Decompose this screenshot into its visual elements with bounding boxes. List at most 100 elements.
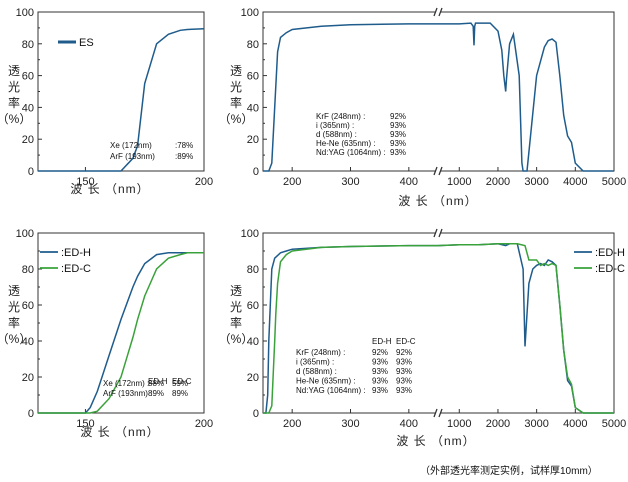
y-axis-label: 光	[230, 300, 242, 314]
legend-label: :ED-C	[61, 263, 91, 275]
y-axis-label: 率	[230, 95, 242, 110]
y-axis-label: 率	[230, 315, 242, 330]
y-axis-label: 光	[8, 80, 20, 94]
y-axis-label: 率	[8, 315, 20, 330]
legend-label: ES	[79, 37, 94, 49]
y-tick-label: 100	[241, 7, 259, 19]
annotation-value: 89%	[172, 389, 188, 398]
annotation-header: ED-C	[396, 337, 416, 346]
annotation-value: 93%	[396, 386, 412, 395]
x-tick-label: 150	[76, 418, 94, 430]
x-tick-label: 300	[341, 176, 359, 188]
x-tick-label: 400	[400, 418, 418, 430]
x-tick-label: 5000	[602, 418, 626, 430]
annotation-value: 93%	[396, 377, 412, 386]
annotation-label: KrF (248nm) :	[296, 348, 345, 357]
axis-break-mark	[433, 7, 438, 17]
x-tick-label: 200	[195, 418, 213, 430]
annotation-label: d (588nm) :	[296, 367, 337, 376]
annotation-value: 93%	[372, 377, 388, 386]
annotation-value: 92%	[390, 112, 406, 121]
axis-break-mark	[433, 408, 438, 418]
annotation-label: ArF (193nm) :	[103, 389, 152, 398]
annotation-label: ArF (193nm)	[110, 152, 155, 161]
y-axis-label: （%）	[0, 332, 31, 346]
x-axis-label: 波 长 （nm）	[396, 434, 475, 448]
x-tick-label: 1000	[447, 176, 471, 188]
y-tick-label: 60	[247, 71, 259, 83]
x-tick-label: 3000	[524, 176, 548, 188]
axis-break-mark	[438, 228, 443, 238]
chart-4: 0 20 40 60 80 100 200 300 400 1000 2000 3000 4000 500…	[219, 228, 627, 448]
y-tick-label: 20	[247, 134, 259, 146]
annotation-label: Nd:YAG (1064nm) :	[316, 148, 386, 157]
y-tick-label: 20	[22, 134, 34, 146]
x-tick-label: 5000	[602, 176, 626, 188]
axis-break-mark	[438, 408, 443, 418]
axis-break-gap	[435, 167, 441, 175]
x-tick-label: 300	[341, 418, 359, 430]
annotation-value: :78%	[175, 141, 193, 150]
x-tick-label: 1000	[447, 418, 471, 430]
y-tick-label: 100	[16, 228, 34, 240]
series-line	[38, 27, 205, 172]
annotation-value: 93%	[390, 139, 406, 148]
annotation-label: He-Ne (635nm) :	[296, 377, 356, 386]
chart-3: 0 20 40 60 80 100 150 200 波 长 （nm） 透光率 （%）:ED-H:ED…	[0, 228, 213, 439]
x-axis-label: 波 长 （nm）	[70, 182, 149, 196]
y-tick-label: 40	[22, 336, 34, 348]
annotation-label: Xe (172nm) :	[103, 379, 149, 388]
x-tick-label: 3000	[524, 418, 548, 430]
annotation-value: 88%	[148, 379, 164, 388]
series-line	[38, 252, 204, 414]
annotation-value: 93%	[396, 367, 412, 376]
annotation-label: He-Ne (635nm) :	[316, 139, 376, 148]
y-axis-label: 率	[8, 95, 20, 110]
annotation-value: 59%	[172, 379, 188, 388]
annotation-header: ED-C	[172, 377, 192, 386]
y-axis-label: （%）	[219, 112, 254, 126]
annotation-value: 93%	[390, 121, 406, 130]
chart-1: 0 20 40 60 80 100 150 200 波 长 （nm） 透光率 （%） ES Xe (17…	[0, 7, 213, 196]
y-tick-label: 80	[247, 264, 259, 276]
y-axis-label: （%）	[0, 112, 31, 126]
annotation-value: 93%	[390, 148, 406, 157]
y-axis-label: 透	[230, 284, 242, 298]
annotation-value: 93%	[396, 358, 412, 367]
legend-label: :ED-H	[595, 247, 625, 259]
axis-break-mark	[438, 166, 443, 176]
legend-label: :ED-H	[61, 247, 91, 259]
axis-break-mark	[433, 228, 438, 238]
axis-break-gap	[435, 409, 441, 417]
series-line	[263, 243, 614, 414]
y-tick-label: 40	[22, 102, 34, 114]
x-tick-label: 4000	[563, 176, 587, 188]
x-tick-label: 150	[76, 176, 94, 188]
annotation-label: i (365nm) :	[296, 358, 334, 367]
y-tick-label: 20	[22, 372, 34, 384]
y-tick-label: 0	[253, 166, 259, 178]
y-axis-label: 透	[8, 284, 20, 298]
footnote: （外部透光率测定实例，试样厚10mm）	[420, 464, 598, 477]
y-tick-label: 80	[22, 39, 34, 51]
annotation-value: 93%	[390, 130, 406, 139]
annotation-label: d (588nm) :	[316, 130, 357, 139]
y-tick-label: 100	[241, 228, 259, 240]
y-tick-label: 100	[16, 7, 34, 19]
x-tick-label: 200	[195, 176, 213, 188]
x-axis-label: 波 长 （nm）	[398, 194, 477, 208]
y-tick-label: 60	[22, 300, 34, 312]
annotation-header: ED-H	[372, 337, 392, 346]
y-tick-label: 40	[247, 336, 259, 348]
annotation-value: 89%	[148, 389, 164, 398]
y-axis-label: （%）	[219, 332, 254, 346]
annotation-value: 93%	[372, 386, 388, 395]
annotation-value: 93%	[372, 358, 388, 367]
y-tick-label: 60	[22, 71, 34, 83]
axis-break-mark	[438, 7, 443, 17]
y-tick-label: 0	[28, 166, 34, 178]
x-axis-label: 波 长 （nm）	[80, 425, 159, 439]
y-tick-label: 0	[253, 408, 259, 420]
y-tick-label: 0	[28, 408, 34, 420]
legend-label: :ED-C	[595, 263, 625, 275]
